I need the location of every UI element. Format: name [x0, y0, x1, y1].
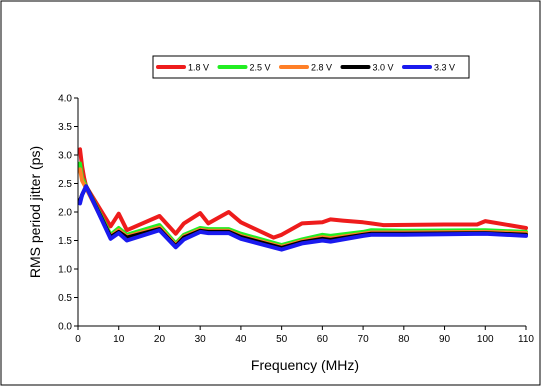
- legend-label: 2.5 V: [250, 63, 271, 73]
- y-tick-label: 2.5: [58, 179, 72, 190]
- y-tick-label: 2.0: [58, 208, 72, 219]
- x-tick-labels: 0 10 20 30 40 50 60 70 80 90 100 110: [75, 334, 534, 345]
- legend-label: 1.8 V: [188, 63, 209, 73]
- x-tick-label: 90: [439, 334, 451, 345]
- y-tick-labels: 0.0 0.5 1.0 1.5 2.0 2.5 3.0 3.5 4.0: [58, 94, 72, 333]
- series-line-1-8-v: [78, 147, 528, 240]
- x-tick-label: 110: [518, 334, 534, 345]
- x-tick-label: 10: [113, 334, 125, 345]
- x-tick-label: 100: [477, 334, 494, 345]
- x-tick-label: 60: [317, 334, 329, 345]
- x-tick-label: 50: [276, 334, 288, 345]
- x-tick-label: 80: [398, 334, 410, 345]
- series-line-3-3-v: [78, 184, 528, 252]
- x-tick-label: 20: [154, 334, 166, 345]
- y-tick-label: 0.0: [58, 322, 72, 333]
- x-axis-title: Frequency (MHz): [251, 357, 359, 373]
- x-tick-label: 0: [75, 334, 81, 345]
- y-tick-label: 1.5: [58, 236, 72, 247]
- legend: 1.8 V 2.5 V 2.8 V 3.0 V 3.3 V: [156, 63, 455, 73]
- x-tick-label: 40: [235, 334, 247, 345]
- x-tick-label: 30: [195, 334, 207, 345]
- legend-label: 3.3 V: [434, 63, 455, 73]
- legend-label: 3.0 V: [373, 63, 394, 73]
- plot-series: [78, 147, 528, 252]
- y-tick-label: 3.0: [58, 151, 72, 162]
- axes: [74, 97, 527, 330]
- y-tick-label: 4.0: [58, 94, 72, 105]
- y-tick-label: 3.5: [58, 122, 72, 133]
- y-tick-label: 0.5: [58, 293, 72, 304]
- x-tick-label: 70: [358, 334, 370, 345]
- y-axis-title: RMS period jitter (ps): [27, 146, 43, 278]
- y-tick-label: 1.0: [58, 265, 72, 276]
- legend-label: 2.8 V: [311, 63, 332, 73]
- legend-box: [152, 55, 470, 79]
